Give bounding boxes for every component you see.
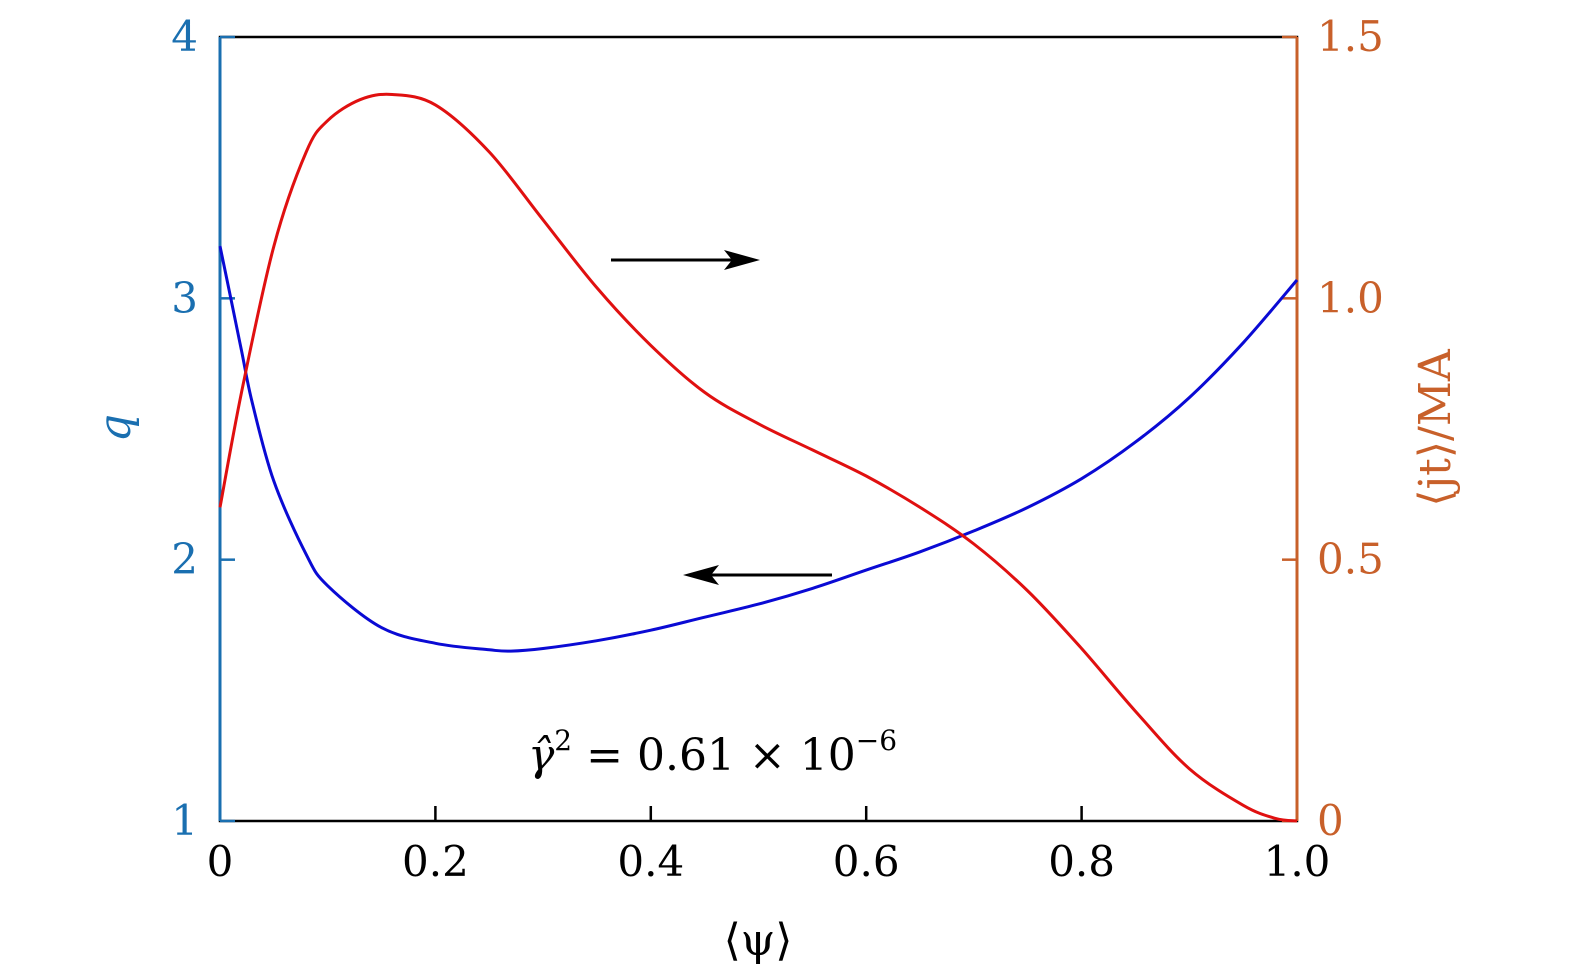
right-axis-title: ⟨jt⟩/MA <box>1410 348 1461 507</box>
y-left-tick-label: 2 <box>171 535 198 584</box>
x-tick-label: 1.0 <box>1264 837 1331 886</box>
arrow-right <box>611 250 760 270</box>
y-right-tick-label: 0.5 <box>1317 535 1384 584</box>
ticks <box>220 35 1297 823</box>
current-profile-line <box>218 92 1298 823</box>
series-layer <box>218 92 1299 823</box>
gamma-annotation: γ̂2 = 0.61 × 10−6 <box>528 724 897 781</box>
x-tick-label: 0.2 <box>402 837 469 886</box>
y-left-tick-label: 4 <box>171 12 198 61</box>
plot-frame <box>218 35 1299 823</box>
x-tick-label: 0.4 <box>617 837 684 886</box>
arrow-left <box>683 565 832 585</box>
y-right-tick-label: 0 <box>1317 796 1344 845</box>
y-right-tick-label: 1.0 <box>1317 273 1384 322</box>
x-axis-title: ⟨ψ⟩ <box>724 915 793 966</box>
left-axis-title: q <box>90 414 141 442</box>
q-profile-line <box>218 245 1299 653</box>
x-tick-label: 0.8 <box>1048 837 1115 886</box>
y-left-tick-label: 1 <box>171 796 198 845</box>
y-left-tick-label: 3 <box>171 273 198 322</box>
x-tick-label: 0 <box>207 837 234 886</box>
x-tick-label: 0.6 <box>833 837 900 886</box>
y-right-tick-label: 1.5 <box>1317 12 1384 61</box>
tick-labels: 0 0.2 0.4 0.6 0.8 1.0 1 2 3 4 0 0.5 1.0 1.5 <box>171 12 1384 886</box>
